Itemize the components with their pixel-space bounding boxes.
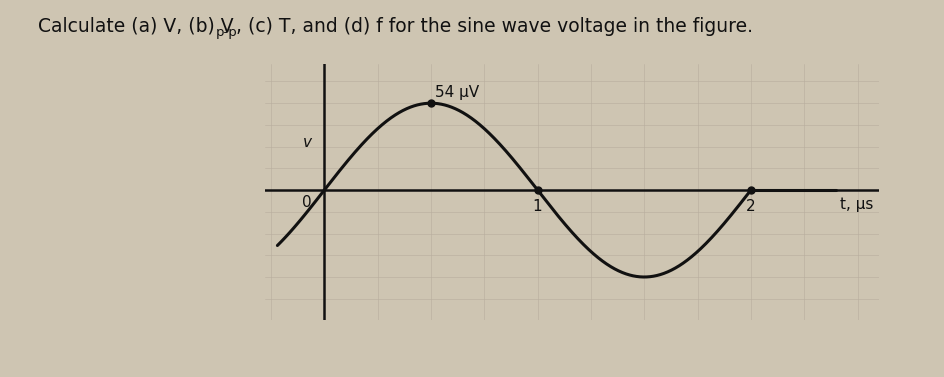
Text: p-p: p-p	[216, 26, 238, 39]
Text: 1: 1	[532, 199, 542, 214]
Text: , (c) T, and (d) f for the sine wave voltage in the figure.: , (c) T, and (d) f for the sine wave vol…	[235, 17, 751, 36]
Text: 0: 0	[301, 195, 312, 210]
Text: v: v	[302, 135, 312, 150]
Text: t, μs: t, μs	[839, 197, 873, 212]
Text: 54 μV: 54 μV	[435, 85, 479, 100]
Text: 2: 2	[745, 199, 755, 214]
Text: Calculate (a) V, (b) V: Calculate (a) V, (b) V	[38, 17, 233, 36]
